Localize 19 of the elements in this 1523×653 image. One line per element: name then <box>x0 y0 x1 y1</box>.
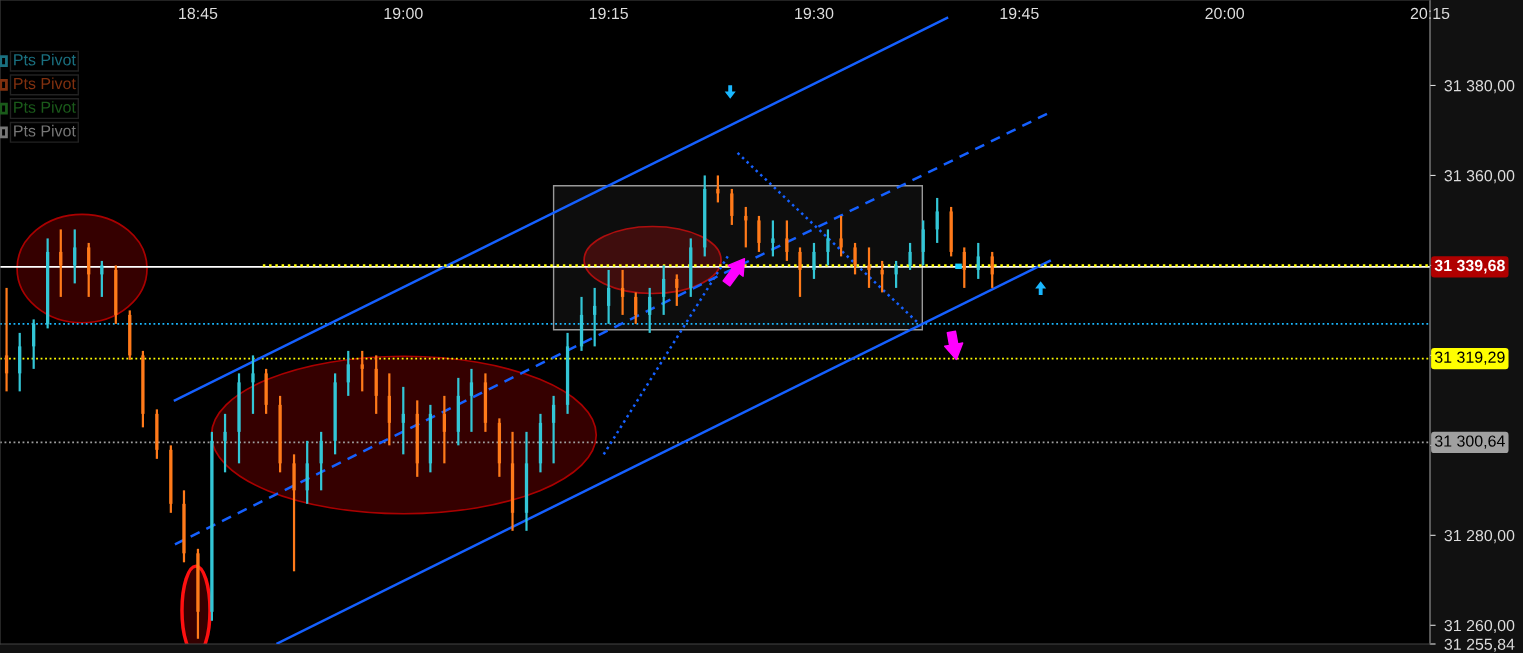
annotation: Pts Pivot <box>14 53 76 66</box>
ref-line-label: 31 339,68 <box>1434 259 1505 274</box>
x-tick-label: 19:00 <box>384 7 423 20</box>
y-tick-label: 31 380,00 <box>1444 80 1515 94</box>
ref-line-label: 31 319,29 <box>1434 351 1505 365</box>
annotation: Pts Pivot <box>14 77 76 90</box>
y-tick-label: 31 360,00 <box>1444 170 1515 184</box>
annotation: Pts Pivot <box>14 101 76 113</box>
x-tick-label: 19:45 <box>1000 7 1039 20</box>
ref-line-label: 31 300,64 <box>1434 435 1505 449</box>
x-tick-label: 19:30 <box>795 7 834 20</box>
y-tick-label: 31 255,84 <box>1444 638 1515 652</box>
x-tick-label: 20:00 <box>1205 7 1245 20</box>
y-tick-label: 31 260,00 <box>1444 619 1515 634</box>
x-tick-label: 18:45 <box>179 7 218 20</box>
x-tick-label: 20:15 <box>1410 7 1450 20</box>
y-tick-label: 31 280,00 <box>1444 529 1515 544</box>
x-tick-label: 19:15 <box>589 7 628 20</box>
annotation: Pts Pivot <box>14 124 76 137</box>
